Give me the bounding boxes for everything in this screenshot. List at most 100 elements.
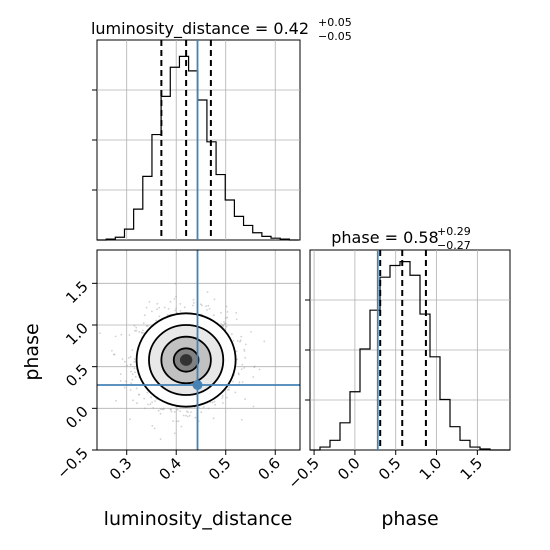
joint-sample-point (243, 367, 246, 369)
phase-axis-label: phase (21, 323, 43, 380)
joint-sample-point (240, 335, 243, 338)
joint-sample-point (235, 311, 238, 314)
joint-sample-point (174, 309, 177, 312)
joint-sample-point (250, 331, 252, 333)
joint-sample-point (225, 325, 228, 328)
joint-sample-point (179, 410, 182, 412)
phase-ytick-label: 0.5 (62, 361, 92, 391)
joint-sample-point (226, 311, 229, 313)
joint-sample-point (135, 329, 138, 332)
joint-sample-point (132, 399, 135, 402)
joint-sample-point (194, 416, 197, 419)
joint-sample-point (154, 400, 156, 402)
joint-scatter-panel: 0.3 0.4 0.5 0.6 −0.5 0.0 0.5 1.0 1.5 luminosity… (21, 249, 301, 530)
joint-sample-point (226, 388, 229, 391)
joint-sample-point (128, 334, 131, 336)
joint-sample-point (253, 365, 256, 368)
joint-sample-point (133, 361, 136, 363)
joint-sample-point (167, 308, 170, 310)
phase-histogram-steps (310, 261, 510, 451)
phase-xtick-label: 1.0 (416, 454, 446, 484)
joint-sample-point (199, 303, 202, 306)
joint-sample-point (212, 417, 215, 420)
joint-sample-point (145, 325, 148, 327)
joint-sample-point (134, 329, 136, 332)
joint-sample-point (192, 304, 194, 307)
joint-sample-point (243, 348, 246, 351)
joint-sample-point (150, 396, 153, 399)
phase-upper-error: +0.29 (437, 225, 471, 238)
joint-sample-point (129, 418, 131, 421)
joint-sample-point (179, 303, 182, 305)
joint-sample-point (149, 403, 152, 406)
joint-sample-point (206, 309, 208, 311)
joint-sample-point (244, 343, 247, 346)
joint-truth-marker (192, 380, 203, 390)
joint-sample-point (193, 302, 195, 304)
joint-sample-point (159, 438, 162, 440)
joint-sample-point (226, 316, 229, 319)
luminosity-distance-histogram-panel: luminosity_distance = 0.42 +0.05 −0.05 (91, 16, 352, 241)
joint-sample-point (220, 323, 223, 325)
joint-sample-point (192, 298, 195, 301)
joint-sample-point (187, 411, 189, 413)
joint-sample-point (135, 387, 138, 390)
joint-sample-point (221, 324, 224, 326)
joint-sample-point (198, 406, 201, 409)
luminosity-distance-axis-label: luminosity_distance (104, 508, 293, 530)
joint-sample-point (205, 305, 208, 307)
joint-sample-point (115, 399, 117, 402)
joint-sample-point (175, 420, 178, 423)
joint-sample-point (162, 408, 165, 411)
joint-sample-point (138, 330, 141, 333)
joint-sample-point (175, 295, 177, 298)
joint-sample-point (231, 333, 233, 336)
ld-xtick-label: 0.5 (205, 454, 235, 484)
joint-sample-point (129, 356, 132, 358)
joint-sample-point (162, 407, 165, 410)
joint-sample-point (158, 306, 161, 309)
joint-sample-point (225, 396, 228, 399)
joint-sample-point (239, 340, 241, 343)
joint-sample-point (173, 298, 176, 300)
joint-sample-point (166, 314, 169, 316)
joint-sample-point (131, 373, 134, 375)
joint-sample-point (241, 381, 244, 383)
joint-sample-point (228, 388, 230, 391)
joint-sample-point (232, 380, 234, 383)
joint-sample-point (148, 300, 151, 303)
joint-contour-line (160, 335, 212, 385)
joint-sample-point (169, 300, 172, 303)
joint-sample-point (174, 282, 177, 285)
joint-sample-point (222, 324, 225, 326)
joint-sample-point (225, 305, 228, 308)
phase-xtick-label: −0.5 (284, 454, 322, 492)
joint-sample-point (133, 324, 136, 327)
joint-sample-point (182, 414, 185, 417)
joint-sample-point (129, 363, 132, 366)
joint-sample-point (158, 315, 161, 318)
joint-sample-point (252, 405, 255, 408)
joint-sample-point (130, 370, 132, 373)
joint-sample-point (177, 420, 180, 423)
joint-sample-point (228, 386, 231, 389)
phase-lower-error: −0.27 (437, 239, 471, 252)
joint-sample-point (224, 317, 227, 319)
joint-sample-point (222, 402, 224, 404)
joint-sample-point (237, 372, 240, 375)
joint-sample-point (138, 393, 140, 396)
joint-sample-point (140, 331, 143, 334)
joint-sample-point (159, 408, 162, 411)
joint-contour-line (148, 324, 225, 396)
joint-sample-point (179, 309, 182, 312)
joint-sample-point (212, 314, 215, 317)
joint-sample-point (258, 368, 261, 371)
joint-sample-point (185, 414, 187, 417)
joint-sample-point (114, 335, 117, 338)
joint-sample-point (161, 408, 164, 411)
joint-sample-point (163, 306, 166, 309)
joint-sample-point (173, 411, 176, 413)
joint-sample-point (172, 420, 175, 422)
joint-sample-point (238, 381, 241, 384)
joint-sample-point (223, 321, 225, 323)
